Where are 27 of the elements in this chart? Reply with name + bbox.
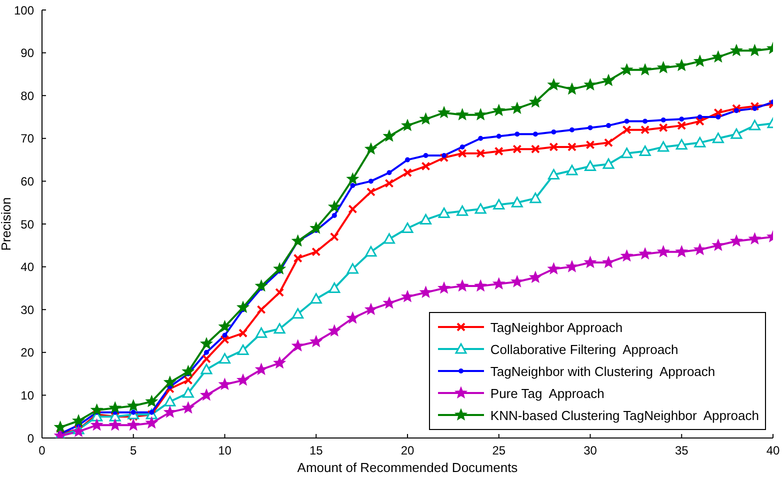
y-tick-label: 70 bbox=[20, 132, 34, 146]
y-tick-label: 60 bbox=[20, 174, 34, 188]
y-tick-label: 100 bbox=[14, 3, 34, 18]
y-tick-label: 0 bbox=[27, 431, 34, 446]
x-tick-label: 15 bbox=[309, 444, 324, 458]
y-axis-title: Precision bbox=[0, 197, 14, 251]
legend-label: TagNeighbor with Clustering Approach bbox=[490, 364, 716, 378]
x-tick-label: 20 bbox=[400, 444, 414, 458]
x-tick-label: 0 bbox=[38, 444, 46, 458]
x-axis-title: Amount of Recommended Documents bbox=[297, 460, 518, 475]
x-tick-label: 25 bbox=[492, 444, 506, 458]
legend-label: TagNeighbor Approach bbox=[490, 320, 623, 334]
legend-label: KNN-based Clustering TagNeighbor Approach bbox=[490, 408, 759, 422]
y-tick-label: 50 bbox=[20, 217, 34, 232]
x-tick-label: 30 bbox=[584, 444, 598, 458]
x-tick-label: 40 bbox=[766, 444, 780, 458]
x-tick-label: 10 bbox=[218, 444, 232, 458]
y-tick-label: 10 bbox=[20, 388, 34, 402]
y-tick-label: 40 bbox=[20, 260, 34, 274]
y-tick-label: 20 bbox=[20, 346, 34, 360]
x-tick-label: 5 bbox=[130, 444, 138, 458]
x-tick-label: 35 bbox=[674, 444, 689, 458]
legend-label: Collaborative Filtering Approach bbox=[490, 342, 678, 356]
y-tick-label: 90 bbox=[20, 46, 34, 60]
legend-label: Pure Tag Approach bbox=[490, 386, 604, 400]
y-tick-label: 30 bbox=[20, 302, 34, 317]
y-tick-label: 80 bbox=[20, 88, 34, 103]
